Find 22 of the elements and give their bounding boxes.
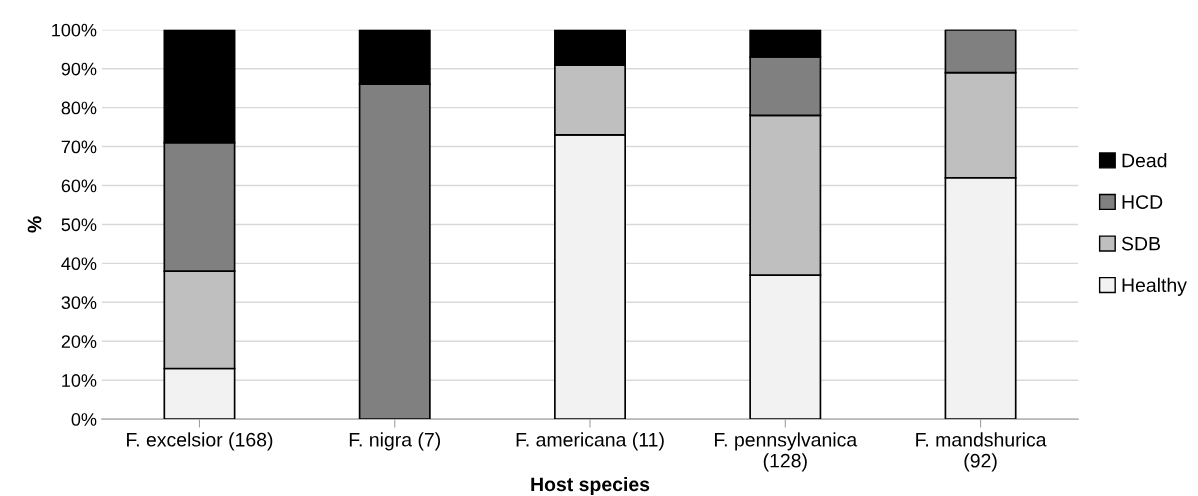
y-tick-label: 20%: [61, 335, 97, 348]
legend-label: Healthy: [1122, 277, 1187, 296]
x-tick-label: F. americana (11): [516, 432, 664, 451]
y-tick-label: 30%: [61, 296, 97, 310]
y-tick-label: 40%: [61, 257, 97, 271]
y-tick-label: 60%: [61, 179, 97, 193]
x-tick-label: F. nigra (7): [349, 432, 440, 451]
y-tick-label: 50%: [61, 218, 97, 232]
x-tick-label: F. mandshurica (92): [916, 432, 1047, 472]
legend-label: SDB: [1121, 236, 1160, 251]
y-tick-label: 80%: [61, 101, 97, 115]
y-axis-title: %: [27, 216, 42, 233]
y-tick-label: 70%: [61, 140, 97, 154]
y-tick-label: 0%: [71, 413, 97, 426]
legend-label: HCD: [1122, 195, 1163, 209]
x-tick-label: F. excelsior (168): [127, 432, 273, 451]
legend-label: Dead: [1122, 153, 1167, 168]
x-axis-title: Host species: [531, 476, 650, 496]
y-tick-label: 100%: [52, 23, 97, 37]
y-tick-label: 90%: [61, 62, 97, 76]
x-tick-label: F. pennsylvanica (128): [715, 432, 858, 472]
y-tick-label: 10%: [62, 374, 97, 387]
